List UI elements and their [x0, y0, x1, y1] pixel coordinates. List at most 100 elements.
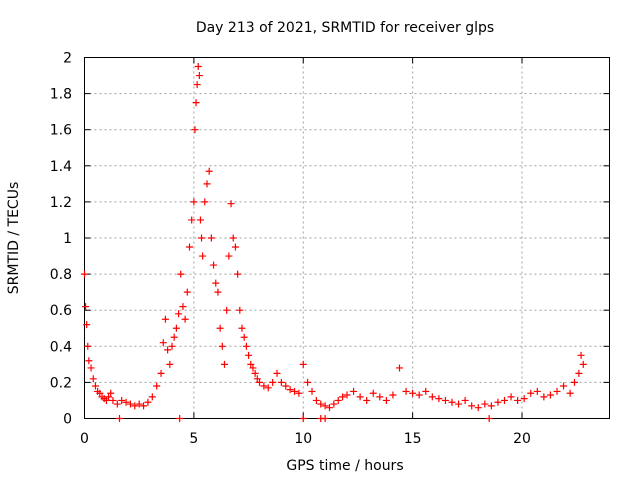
- data-point: [455, 400, 463, 408]
- data-point: [223, 306, 231, 314]
- data-point: [231, 243, 239, 251]
- data-point: [571, 378, 578, 386]
- data-point: [350, 387, 358, 395]
- data-point: [198, 234, 206, 242]
- x-tick-label: 10: [294, 431, 312, 447]
- data-point: [277, 378, 285, 386]
- data-point: [382, 396, 390, 404]
- data-point: [247, 360, 255, 368]
- data-point: [81, 270, 88, 278]
- data-point: [193, 81, 201, 89]
- data-point: [89, 375, 97, 383]
- data-point: [577, 351, 585, 359]
- data-point: [286, 386, 294, 394]
- data-point: [212, 279, 220, 287]
- y-tick-label: 1.4: [50, 159, 72, 175]
- data-point: [520, 395, 528, 403]
- data-point: [312, 396, 320, 404]
- data-point: [188, 216, 196, 224]
- data-point: [481, 400, 489, 408]
- data-point: [389, 391, 397, 399]
- data-point: [168, 342, 176, 350]
- data-point: [299, 415, 307, 422]
- x-tick-label: 15: [404, 431, 422, 447]
- data-point: [175, 310, 183, 318]
- data-point: [221, 360, 228, 368]
- data-point: [422, 387, 430, 395]
- data-points: [81, 63, 587, 422]
- data-point: [546, 391, 554, 399]
- data-point: [107, 389, 115, 397]
- data-point: [201, 198, 209, 206]
- data-point: [474, 404, 482, 412]
- y-axis-label: SRMTID / TECUs: [6, 182, 22, 295]
- data-point: [308, 387, 316, 395]
- axis-ticks: 0 5 10 15 20 0 0.2 0.4 0.6 0.8 1 1.2 1.4 1.6 1.8 2: [50, 51, 610, 447]
- y-tick-label: 0.4: [50, 339, 72, 355]
- data-point: [179, 303, 187, 311]
- data-point: [249, 364, 257, 372]
- data-point: [122, 398, 130, 406]
- data-point: [210, 261, 218, 269]
- data-point: [415, 391, 423, 399]
- y-tick-label: 2: [63, 51, 72, 67]
- data-point: [468, 402, 476, 410]
- data-point: [299, 360, 307, 368]
- data-point: [176, 415, 184, 422]
- data-point: [148, 393, 156, 401]
- y-tick-label: 1.8: [50, 87, 72, 103]
- data-point: [527, 389, 535, 397]
- data-point: [540, 393, 548, 401]
- data-point: [194, 63, 202, 71]
- data-point: [85, 357, 93, 365]
- data-point: [116, 415, 123, 422]
- data-point: [566, 389, 574, 397]
- data-point: [199, 252, 207, 260]
- data-point: [245, 351, 253, 359]
- data-point: [177, 270, 185, 278]
- data-point: [166, 360, 174, 368]
- data-point: [339, 393, 347, 401]
- data-point: [164, 346, 172, 354]
- data-point: [321, 415, 329, 422]
- y-tick-label: 0.8: [50, 267, 72, 283]
- data-point: [216, 324, 224, 332]
- data-point: [579, 360, 587, 368]
- y-tick-label: 1.2: [50, 195, 72, 211]
- data-point: [195, 72, 203, 80]
- data-point: [304, 378, 312, 386]
- data-point: [507, 393, 515, 401]
- x-tick-label: 20: [513, 431, 531, 447]
- data-point: [218, 342, 226, 350]
- x-tick-label: 5: [189, 431, 198, 447]
- data-point: [435, 395, 443, 403]
- data-point: [269, 378, 277, 386]
- data-point: [273, 369, 281, 377]
- data-point: [376, 393, 384, 401]
- data-point: [190, 198, 198, 206]
- data-point: [153, 382, 161, 390]
- data-point: [172, 324, 180, 332]
- data-point: [227, 200, 235, 208]
- data-point: [487, 402, 495, 410]
- data-point: [126, 400, 134, 408]
- y-tick-label: 0.6: [50, 303, 72, 319]
- data-point: [96, 389, 104, 397]
- data-point: [207, 234, 215, 242]
- data-point: [113, 400, 121, 408]
- data-point: [242, 342, 250, 350]
- data-point: [317, 400, 325, 408]
- data-point: [448, 398, 456, 406]
- data-point: [203, 180, 211, 188]
- data-point: [83, 321, 91, 329]
- data-point: [105, 393, 113, 401]
- data-point: [356, 393, 364, 401]
- data-point: [109, 396, 117, 404]
- y-tick-label: 0.2: [50, 375, 72, 391]
- x-axis-label: GPS time / hours: [286, 458, 403, 474]
- y-tick-label: 1: [63, 231, 72, 247]
- data-point: [485, 415, 493, 422]
- data-point: [326, 404, 333, 412]
- data-point: [118, 396, 126, 404]
- data-point: [234, 270, 242, 278]
